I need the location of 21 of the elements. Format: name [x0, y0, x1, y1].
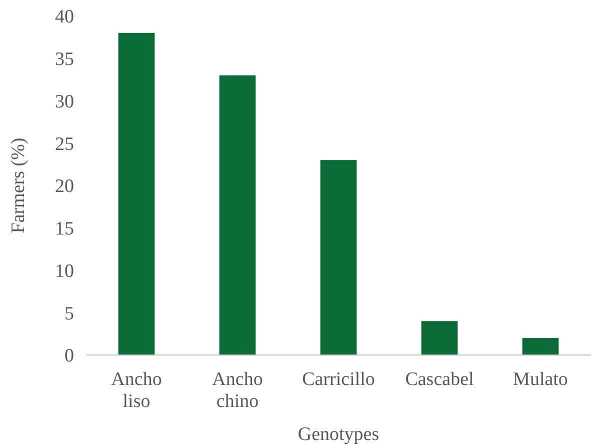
bar — [118, 32, 155, 355]
y-tick-label: 35 — [55, 49, 74, 70]
bar — [522, 338, 559, 355]
y-tick-label: 15 — [55, 218, 74, 240]
y-tick-label: 25 — [55, 134, 74, 155]
bar — [421, 321, 458, 355]
x-axis-title: Genotypes — [298, 424, 380, 445]
x-tick-label: Mulato — [513, 369, 568, 390]
y-tick-label: 10 — [55, 260, 74, 282]
y-tick-label: 20 — [55, 176, 74, 198]
y-tick-label: 40 — [55, 6, 74, 28]
x-tick-label: Cascabel — [405, 369, 474, 390]
y-tick-label: 0 — [64, 346, 74, 367]
x-tick-label: Ancho liso — [111, 369, 162, 412]
y-tick-label: 5 — [64, 303, 74, 324]
bar — [219, 75, 256, 355]
x-tick-label: Carricillo — [302, 369, 375, 390]
x-tick-label: Ancho chino — [212, 369, 263, 412]
y-axis-title: Farmers (%) — [8, 138, 29, 234]
bar — [320, 160, 357, 355]
y-tick-label: 30 — [55, 91, 74, 112]
